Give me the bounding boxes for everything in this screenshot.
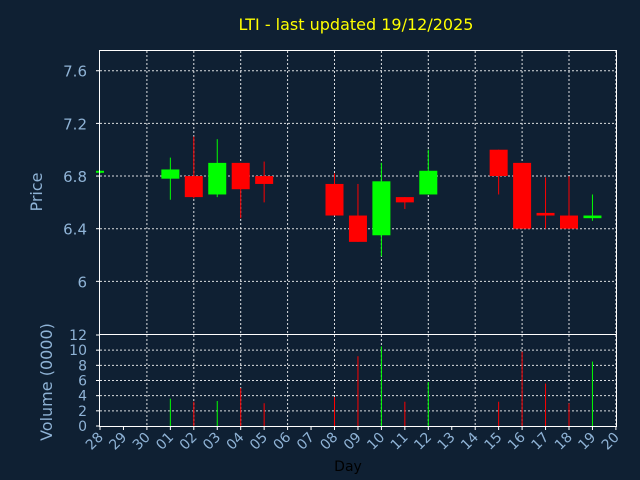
x-tick-label: 10	[364, 430, 388, 454]
price-tick-label: 6	[77, 273, 87, 291]
candle-09	[348, 183, 367, 242]
x-tick-label: 07	[294, 430, 318, 454]
price-panel: 6 6.4 6.8 7.2 7.6	[63, 50, 617, 335]
candle-body	[372, 181, 391, 236]
volume-tick-label: 12	[69, 328, 87, 344]
x-tick-label: 18	[552, 430, 576, 454]
x-tick-label: 02	[177, 430, 201, 454]
candle-15	[489, 149, 508, 195]
volume-axis-label: Volume (0000)	[37, 323, 56, 441]
candle-03	[208, 139, 227, 198]
x-tick-label: 01	[153, 430, 177, 454]
volume-tick-label: 2	[78, 404, 87, 420]
candle-body	[208, 162, 227, 195]
x-tick-label: 08	[317, 430, 341, 454]
volume-tick-label: 8	[78, 358, 87, 374]
candle-12	[419, 149, 438, 195]
candle-17	[536, 177, 555, 229]
candle-11	[395, 197, 414, 209]
candle-02	[184, 136, 203, 199]
x-tick-label: 05	[247, 430, 271, 454]
volume-tick-label: 6	[78, 374, 87, 390]
x-tick-label: 06	[271, 429, 295, 453]
price-axis-label: Price	[27, 172, 46, 211]
volume-tick-label: 10	[69, 343, 87, 359]
x-tick-label: 16	[505, 429, 529, 453]
candle-body	[395, 197, 414, 203]
volume-tick-label: 0	[78, 419, 87, 435]
candle-body	[560, 215, 578, 229]
candle-01	[161, 157, 180, 200]
candle-body	[419, 170, 438, 195]
x-tick-label: 13	[435, 430, 459, 454]
x-tick-label: 29	[106, 430, 130, 454]
candle-10	[372, 162, 391, 257]
candle-19	[583, 194, 602, 221]
x-tick-label: 14	[458, 429, 482, 453]
price-tick-label: 7.6	[63, 63, 87, 81]
volume-tick-label: 4	[78, 389, 87, 405]
price-tick-label: 6.8	[63, 168, 87, 186]
x-tick-label: 04	[224, 429, 248, 453]
candle-body	[231, 162, 250, 190]
candle-body	[583, 215, 602, 219]
chart-title: LTI - last updated 19/12/2025	[239, 15, 474, 34]
candle-body	[325, 183, 344, 216]
x-tick-label: 30	[130, 430, 154, 454]
x-tick-label: 09	[341, 430, 365, 454]
candle-body	[536, 212, 555, 216]
candle-body	[489, 149, 508, 177]
candle-18	[560, 176, 578, 229]
x-tick-label: 20	[599, 430, 623, 454]
x-axis-label: Day	[334, 459, 362, 475]
candle-body	[513, 162, 532, 229]
candle-16	[513, 162, 532, 229]
candle-04	[231, 162, 250, 219]
candle-body	[348, 215, 367, 242]
candle-body	[184, 176, 203, 198]
x-tick-label: 12	[411, 430, 435, 454]
candle-08	[325, 173, 344, 216]
x-tick-label: 19	[575, 430, 599, 454]
price-tick-label: 7.2	[63, 115, 87, 133]
x-tick-label: 11	[388, 430, 412, 454]
price-tick-label: 6.4	[63, 221, 87, 239]
candle-05	[255, 161, 274, 203]
candle-body	[255, 176, 274, 184]
x-tick-label: 03	[200, 430, 224, 454]
x-tick-label: 17	[528, 430, 552, 454]
x-tick-label: 15	[482, 430, 506, 454]
candle-body	[161, 169, 180, 179]
